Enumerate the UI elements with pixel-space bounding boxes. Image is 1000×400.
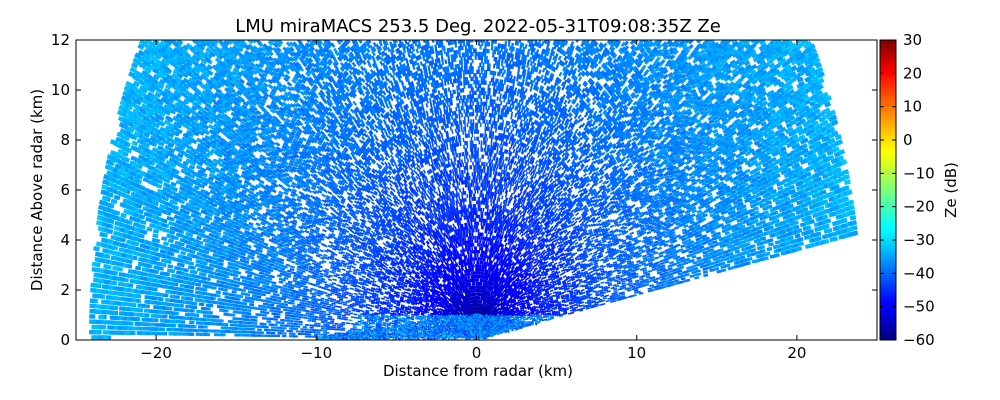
range-gate bbox=[747, 257, 753, 261]
reflectivity-field bbox=[89, 37, 858, 340]
range-gate bbox=[750, 248, 756, 252]
range-gate bbox=[703, 270, 708, 274]
range-gate bbox=[850, 220, 857, 225]
range-gate bbox=[655, 277, 660, 280]
range-gate bbox=[798, 242, 804, 247]
range-gate bbox=[605, 295, 609, 297]
range-gate bbox=[632, 294, 637, 297]
range-gate bbox=[685, 279, 690, 282]
range-gate bbox=[849, 210, 856, 216]
range-gate bbox=[797, 237, 803, 242]
range-gate bbox=[601, 303, 605, 305]
range-gate bbox=[721, 268, 726, 272]
range-gate bbox=[763, 256, 769, 260]
range-gate bbox=[815, 236, 821, 241]
range-gate bbox=[714, 267, 719, 271]
range-gate bbox=[696, 272, 701, 275]
range-gate bbox=[760, 249, 766, 253]
range-gate bbox=[766, 247, 772, 251]
range-gate bbox=[709, 268, 714, 272]
range-gate bbox=[702, 267, 707, 271]
range-gate bbox=[750, 244, 756, 248]
range-gate bbox=[685, 273, 690, 276]
chart-title: LMU miraMACS 253.5 Deg. 2022-05-31T09:08… bbox=[235, 16, 721, 37]
radar-figure: LMU miraMACS 253.5 Deg. 2022-05-31T09:08… bbox=[0, 0, 1000, 400]
range-gate bbox=[774, 253, 780, 257]
range-gate bbox=[850, 215, 857, 221]
range-gate bbox=[645, 283, 650, 286]
range-gate bbox=[832, 236, 838, 241]
plot-area bbox=[76, 37, 877, 340]
range-gate bbox=[679, 281, 684, 284]
range-gate bbox=[716, 263, 721, 267]
range-gate bbox=[574, 307, 578, 309]
range-gate bbox=[841, 218, 848, 223]
range-gate bbox=[709, 265, 714, 269]
range-gate bbox=[759, 245, 765, 249]
range-gate bbox=[689, 274, 694, 277]
range-gate bbox=[651, 276, 656, 279]
range-gate bbox=[727, 266, 732, 270]
range-gate bbox=[745, 242, 751, 246]
range-gate bbox=[720, 265, 725, 269]
range-gate bbox=[696, 256, 701, 260]
range-gate bbox=[851, 231, 858, 236]
range-gate bbox=[703, 274, 708, 278]
range-gate bbox=[768, 238, 774, 242]
range-gate bbox=[694, 276, 699, 279]
range-gate bbox=[720, 262, 725, 266]
range-gate bbox=[661, 286, 666, 289]
range-gate bbox=[581, 307, 585, 309]
range-gate bbox=[745, 261, 751, 265]
range-gate bbox=[570, 312, 574, 314]
range-gate bbox=[815, 231, 821, 236]
range-gate bbox=[606, 300, 610, 302]
range-gate bbox=[851, 225, 858, 230]
range-gate bbox=[725, 264, 730, 268]
range-gate bbox=[716, 270, 721, 274]
range-gate bbox=[823, 239, 829, 244]
